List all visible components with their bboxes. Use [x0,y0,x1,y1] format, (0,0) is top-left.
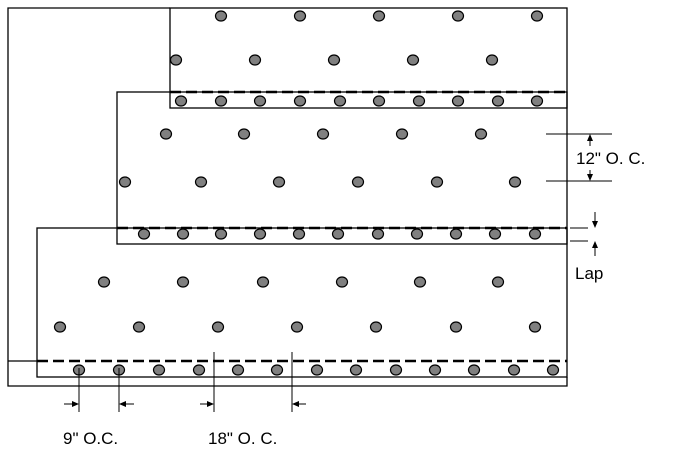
fastener [528,228,542,240]
fastener [292,228,306,240]
fastener [488,228,502,240]
fastener [248,54,262,66]
fastener [333,95,347,107]
fastener [237,128,251,140]
fastener-group [53,10,560,376]
fastener [310,364,324,376]
fastener [372,10,386,22]
fastener [349,364,363,376]
fastener [395,128,409,140]
fastener [430,176,444,188]
fastener [176,276,190,288]
fastener [428,364,442,376]
fastener [272,176,286,188]
fastener [474,128,488,140]
label-9-oc: 9" O.C. [63,429,118,448]
fastener [389,364,403,376]
dim-12-arrowhead-up [587,134,593,141]
fastener [412,95,426,107]
fastener [413,276,427,288]
lap-arrowhead-down [592,221,598,228]
dim-12-arrowhead-down [587,174,593,181]
fastener [546,364,560,376]
fastener [331,228,345,240]
sheet-top [169,7,568,109]
lap-arrowhead-up [592,241,598,248]
fastener [371,228,385,240]
fastener [467,364,481,376]
dim-18-arrowhead-right [292,401,299,407]
label-18-oc: 18" O. C. [208,429,277,448]
fastener [211,321,225,333]
fastener [449,228,463,240]
sheet-bottom [36,227,568,378]
fastener [316,128,330,140]
fastener [293,10,307,22]
dim-9-arrowhead-right [119,401,126,407]
fastener [97,276,111,288]
fastener [253,95,267,107]
fastener [485,54,499,66]
fastener [491,95,505,107]
fastener [192,364,206,376]
fastener [231,364,245,376]
fastener [159,128,173,140]
fastener [451,10,465,22]
fastener [507,364,521,376]
fastener [335,276,349,288]
fastener [270,364,284,376]
fastener [214,10,228,22]
fastener [530,95,544,107]
fastener [406,54,420,66]
fastener [530,10,544,22]
fastener [290,321,304,333]
fastener [132,321,146,333]
dim-9-arrowhead-left [72,401,79,407]
fastener [174,95,188,107]
fastener [508,176,522,188]
fastener [214,95,228,107]
fastener [169,54,183,66]
deck-outline [7,7,568,387]
fastener [256,276,270,288]
fastener [372,95,386,107]
fastener [528,321,542,333]
fastener [410,228,424,240]
fastener [152,364,166,376]
fastener [53,321,67,333]
fastener [293,95,307,107]
fastener [118,176,132,188]
sheet-middle [116,91,568,245]
fastener [449,321,463,333]
fastener [491,276,505,288]
fastener [137,228,151,240]
fastener [351,176,365,188]
fastener [327,54,341,66]
fastener [176,228,190,240]
fastener [253,228,267,240]
fastener [214,228,228,240]
fastener [369,321,383,333]
fastener [451,95,465,107]
dim-18-arrowhead-left [207,401,214,407]
fastener [194,176,208,188]
label-lap: Lap [575,264,603,283]
label-12-oc: 12" O. C. [576,149,645,168]
